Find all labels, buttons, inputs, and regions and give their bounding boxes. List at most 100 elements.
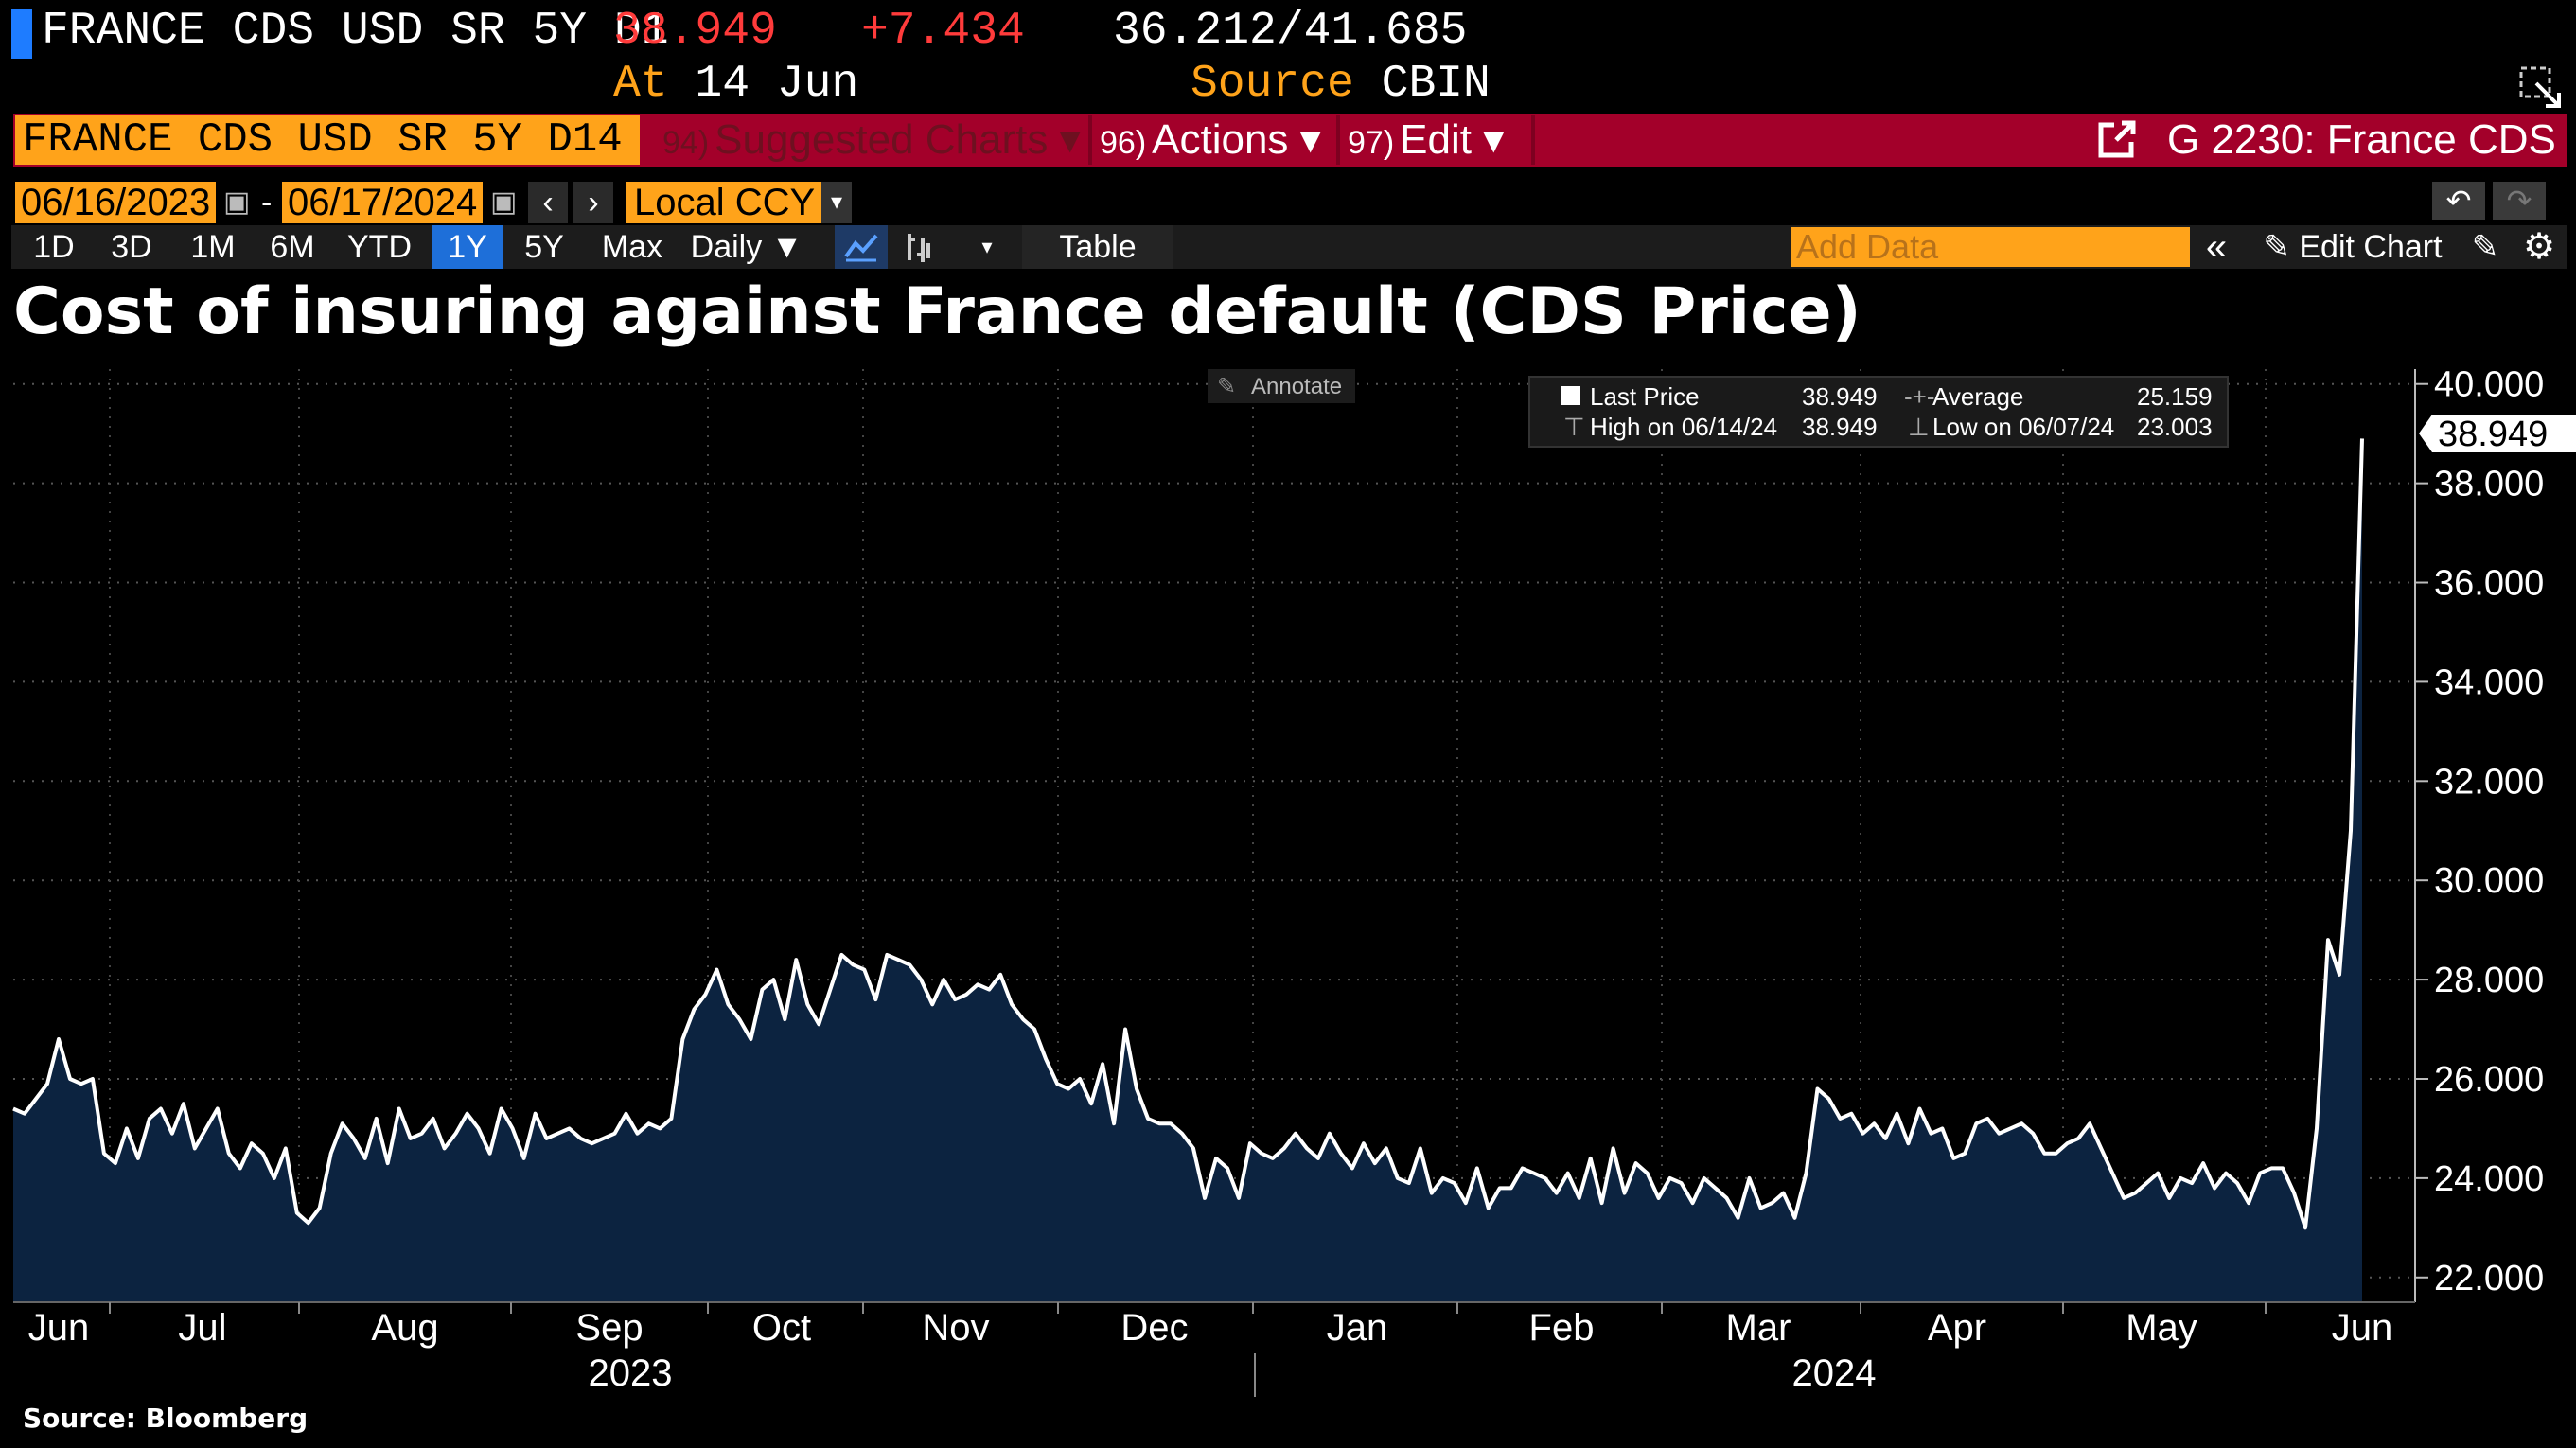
date-separator: - (261, 185, 273, 221)
bid-ask-range: 36.212/41.685 (1113, 6, 1468, 57)
y-tick-label: 40.000 (2434, 365, 2544, 405)
period-5y[interactable]: 5Y (524, 229, 564, 265)
y-axis: 22.000 24.000 26.000 28.000 30.000 32.000 34.0… (2415, 365, 2544, 1298)
suggested-charts-menu[interactable]: 94) Suggested Charts ▾ (662, 115, 1081, 168)
price-line (12, 438, 2364, 1230)
legend-avg-value: 25.159 (2137, 382, 2213, 411)
calendar-icon[interactable]: ▣ (223, 186, 251, 218)
as-of-date: At 14 Jun (613, 59, 858, 110)
edit-chart-button[interactable]: ✎ Edit Chart (2249, 225, 2457, 269)
external-link-icon[interactable] (2095, 119, 2139, 161)
y-tick-label: 32.000 (2434, 762, 2544, 802)
period-max[interactable]: Max (601, 229, 663, 265)
annotate-icon: ✎ (1217, 374, 1236, 399)
legend-box (1528, 376, 2229, 448)
redo-icon[interactable]: ↷ (2493, 182, 2546, 220)
low-icon: ⊥ (1908, 413, 1930, 441)
x-tick-label: Jan (1327, 1307, 1388, 1349)
popout-icon[interactable] (2517, 64, 2565, 112)
x-axis: Jun Jul Aug Sep Oct Nov Dec Jan Feb Mar Apr May Jun (28, 1302, 2393, 1349)
prev-period-button[interactable]: ‹ (528, 182, 568, 223)
x-tick-label: Mar (1726, 1307, 1791, 1349)
next-period-button[interactable]: › (573, 182, 613, 223)
last-price: 38.949 (613, 6, 777, 57)
source-value: CBIN (1381, 59, 1491, 110)
x-tick-label: May (2126, 1307, 2197, 1349)
legend-low-label: Low on 06/07/24 (1932, 413, 2114, 441)
frequency-select[interactable]: Daily ▼ (685, 225, 808, 269)
period-3d[interactable]: 3D (111, 229, 152, 265)
period-1y[interactable]: 1Y (432, 225, 503, 269)
x-tick-label: Aug (371, 1307, 438, 1349)
chart-settings-icon[interactable]: ✎ (2471, 229, 2499, 265)
table-button[interactable]: Table (1022, 225, 1173, 269)
legend-last-label: Last Price (1590, 382, 1700, 411)
period-ytd[interactable]: YTD (347, 229, 412, 265)
gear-icon[interactable]: ⚙ (2522, 227, 2556, 267)
x-tick-label: Jun (2332, 1307, 2393, 1349)
x-tick-label: Dec (1120, 1307, 1188, 1349)
chevron-down-icon[interactable]: ▾ (981, 235, 993, 258)
edit-label: Edit (1400, 116, 1472, 163)
last-price-tag: 38.949 (2438, 415, 2548, 454)
suggested-num: 94) (662, 125, 710, 161)
y-tick-label: 22.000 (2434, 1259, 2544, 1298)
ticker-input[interactable]: FRANCE CDS USD SR 5Y D14 Corp (15, 115, 640, 165)
divider (1336, 115, 1340, 165)
x-tick-label: Jul (178, 1307, 226, 1349)
add-data-input[interactable]: Add Data (1791, 227, 2190, 267)
divider (1088, 115, 1092, 165)
period-1d[interactable]: 1D (33, 229, 75, 265)
undo-icon[interactable]: ↶ (2432, 182, 2485, 220)
x-tick-label: Nov (922, 1307, 989, 1349)
annotate-button-bg (1208, 369, 1355, 403)
legend-last-value: 38.949 (1802, 382, 1878, 411)
y-tick-label: 28.000 (2434, 961, 2544, 1000)
edit-chart-label: Edit Chart (2299, 229, 2443, 265)
y-tick-label: 30.000 (2434, 861, 2544, 901)
legend-low-value: 23.003 (2137, 413, 2213, 441)
chart-id: G 2230: France CDS (2167, 116, 2556, 163)
y-tick-label: 26.000 (2434, 1060, 2544, 1100)
pencil-icon: ✎ (2263, 229, 2290, 265)
x-tick-label: Apr (1928, 1307, 1986, 1349)
caret-down-icon: ▼ (770, 229, 803, 265)
end-date-input[interactable]: 06/17/2024 (282, 182, 484, 223)
x-tick-label: Feb (1529, 1307, 1595, 1349)
collapse-icon[interactable]: « (2205, 226, 2228, 268)
period-6m[interactable]: 6M (270, 229, 315, 265)
actions-label: Actions (1152, 116, 1289, 163)
security-name: FRANCE CDS USD SR 5Y D1 (42, 6, 669, 57)
y-tick-label: 38.000 (2434, 465, 2544, 504)
legend-swatch (1561, 386, 1580, 405)
annotate-button: Annotate (1251, 374, 1342, 399)
price-change: +7.434 (861, 6, 1025, 57)
chevron-down-icon[interactable]: ▾ (821, 182, 852, 223)
legend-high-value: 38.949 (1802, 413, 1878, 441)
year-label: 2024 (1792, 1352, 1877, 1394)
actions-num: 96) (1100, 125, 1147, 161)
legend-avg-label: Average (1932, 382, 2023, 411)
source-label: Source (1191, 59, 1354, 110)
edit-menu[interactable]: 97) Edit ▾ (1348, 115, 1504, 168)
chevron-down-icon: ▾ (1483, 116, 1505, 163)
currency-select[interactable]: Local CCY (626, 182, 835, 223)
price-area (13, 438, 2362, 1302)
legend-high-label: High on 06/14/24 (1590, 413, 1777, 441)
period-1m[interactable]: 1M (190, 229, 236, 265)
chart-title: Cost of insuring against France default … (13, 274, 1861, 349)
high-icon: ⊤ (1563, 413, 1585, 441)
at-label: At (613, 59, 668, 110)
cds-chart[interactable]: 22.000 24.000 26.000 28.000 30.000 32.000 34.0… (0, 360, 2576, 1401)
calendar-icon[interactable]: ▣ (490, 186, 518, 218)
last-price-tag-bg (2419, 415, 2576, 452)
chevron-down-icon: ▾ (1299, 116, 1321, 163)
bar-chart-icon[interactable] (895, 225, 943, 269)
start-date-input[interactable]: 06/16/2023 (15, 182, 217, 223)
edit-num: 97) (1348, 125, 1395, 161)
divider (1531, 115, 1535, 165)
suggested-label: Suggested Charts (715, 116, 1049, 163)
average-icon: -+- (1904, 382, 1935, 411)
line-chart-icon[interactable] (835, 225, 888, 269)
actions-menu[interactable]: 96) Actions ▾ (1100, 115, 1321, 168)
